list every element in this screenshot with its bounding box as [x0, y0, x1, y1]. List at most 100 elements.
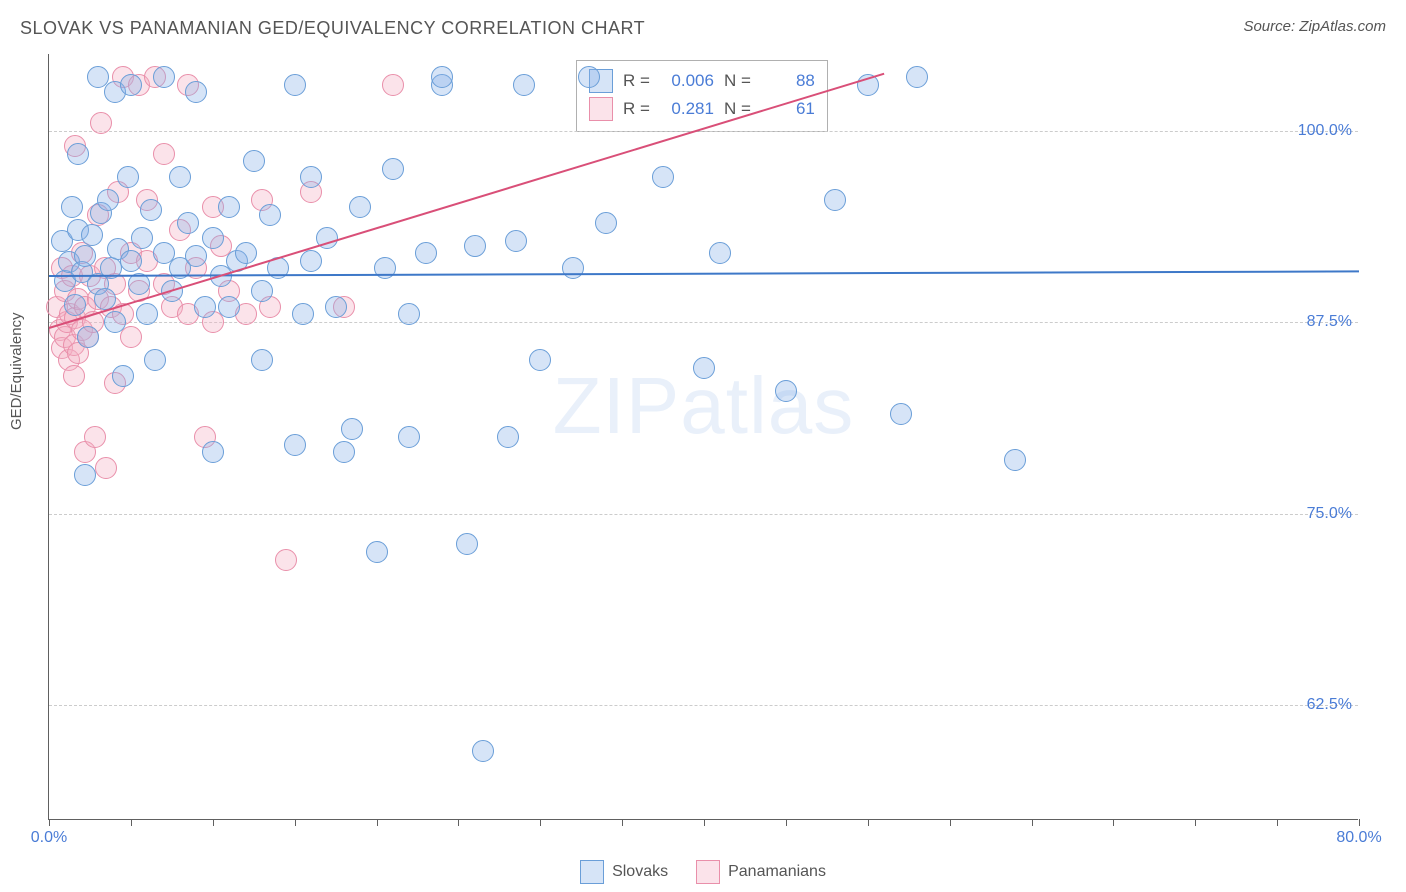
data-point [218, 296, 240, 318]
swatch-panamanians [589, 97, 613, 121]
data-point [497, 426, 519, 448]
data-point [61, 196, 83, 218]
swatch-slovaks-icon [580, 860, 604, 884]
data-point [84, 426, 106, 448]
data-point [472, 740, 494, 762]
data-point [251, 280, 273, 302]
data-point [292, 303, 314, 325]
x-tick [295, 819, 296, 826]
data-point [595, 212, 617, 234]
legend-label-panamanians: Panamanians [728, 863, 826, 881]
x-tick [868, 819, 869, 826]
y-axis-label: GED/Equivalency [8, 312, 25, 430]
y-tick-label: 62.5% [1307, 696, 1352, 714]
data-point [513, 74, 535, 96]
x-tick [131, 819, 132, 826]
data-point [112, 365, 134, 387]
n-label: N = [724, 71, 751, 91]
data-point [398, 303, 420, 325]
data-point [578, 66, 600, 88]
x-tick [540, 819, 541, 826]
data-point [824, 189, 846, 211]
data-point [652, 166, 674, 188]
swatch-panamanians-icon [696, 860, 720, 884]
legend-row-slovaks: R = 0.006 N = 88 [589, 67, 815, 95]
data-point [90, 112, 112, 134]
data-point [177, 212, 199, 234]
legend-item-panamanians: Panamanians [696, 860, 826, 884]
x-tick [950, 819, 951, 826]
data-point [77, 326, 99, 348]
x-tick [377, 819, 378, 826]
data-point [349, 196, 371, 218]
data-point [97, 189, 119, 211]
data-point [131, 227, 153, 249]
data-point [153, 143, 175, 165]
data-point [275, 549, 297, 571]
r-label: R = [623, 71, 650, 91]
data-point [120, 250, 142, 272]
x-tick [1113, 819, 1114, 826]
data-point [259, 204, 281, 226]
x-tick-label: 80.0% [1336, 829, 1381, 847]
data-point [325, 296, 347, 318]
correlation-legend: R = 0.006 N = 88 R = 0.281 N = 61 [576, 60, 828, 132]
gridline [49, 514, 1358, 515]
data-point [117, 166, 139, 188]
data-point [251, 349, 273, 371]
legend-label-slovaks: Slovaks [612, 863, 668, 881]
data-point [284, 434, 306, 456]
data-point [906, 66, 928, 88]
x-tick [1359, 819, 1360, 826]
x-tick [1195, 819, 1196, 826]
y-tick-label: 100.0% [1298, 122, 1352, 140]
data-point [300, 250, 322, 272]
data-point [431, 66, 453, 88]
n-value-slovaks: 88 [761, 71, 815, 91]
data-point [120, 74, 142, 96]
data-point [63, 365, 85, 387]
x-tick [704, 819, 705, 826]
series-legend: Slovaks Panamanians [0, 860, 1406, 884]
data-point [529, 349, 551, 371]
data-point [243, 150, 265, 172]
x-tick [622, 819, 623, 826]
data-point [140, 199, 162, 221]
data-point [169, 166, 191, 188]
gridline [49, 705, 1358, 706]
data-point [74, 245, 96, 267]
data-point [284, 74, 306, 96]
data-point [890, 403, 912, 425]
page-root: SLOVAK VS PANAMANIAN GED/EQUIVALENCY COR… [0, 0, 1406, 892]
data-point [194, 296, 216, 318]
x-tick-label: 0.0% [31, 829, 67, 847]
data-point [341, 418, 363, 440]
data-point [202, 441, 224, 463]
data-point [185, 245, 207, 267]
data-point [374, 257, 396, 279]
watermark-zip: ZIP [553, 361, 680, 450]
x-tick [213, 819, 214, 826]
data-point [136, 303, 158, 325]
plot-area: ZIPatlas R = 0.006 N = 88 R = 0.281 N = … [48, 54, 1358, 820]
regression-line [49, 72, 885, 328]
data-point [95, 457, 117, 479]
data-point [398, 426, 420, 448]
data-point [333, 441, 355, 463]
x-tick [49, 819, 50, 826]
r-value-panamanians: 0.281 [660, 99, 714, 119]
x-tick [786, 819, 787, 826]
data-point [74, 464, 96, 486]
data-point [562, 257, 584, 279]
data-point [709, 242, 731, 264]
data-point [505, 230, 527, 252]
data-point [456, 533, 478, 555]
r-value-slovaks: 0.006 [660, 71, 714, 91]
r-label: R = [623, 99, 650, 119]
data-point [104, 311, 126, 333]
data-point [300, 166, 322, 188]
y-tick-label: 87.5% [1307, 313, 1352, 331]
data-point [464, 235, 486, 257]
data-point [153, 66, 175, 88]
data-point [382, 74, 404, 96]
